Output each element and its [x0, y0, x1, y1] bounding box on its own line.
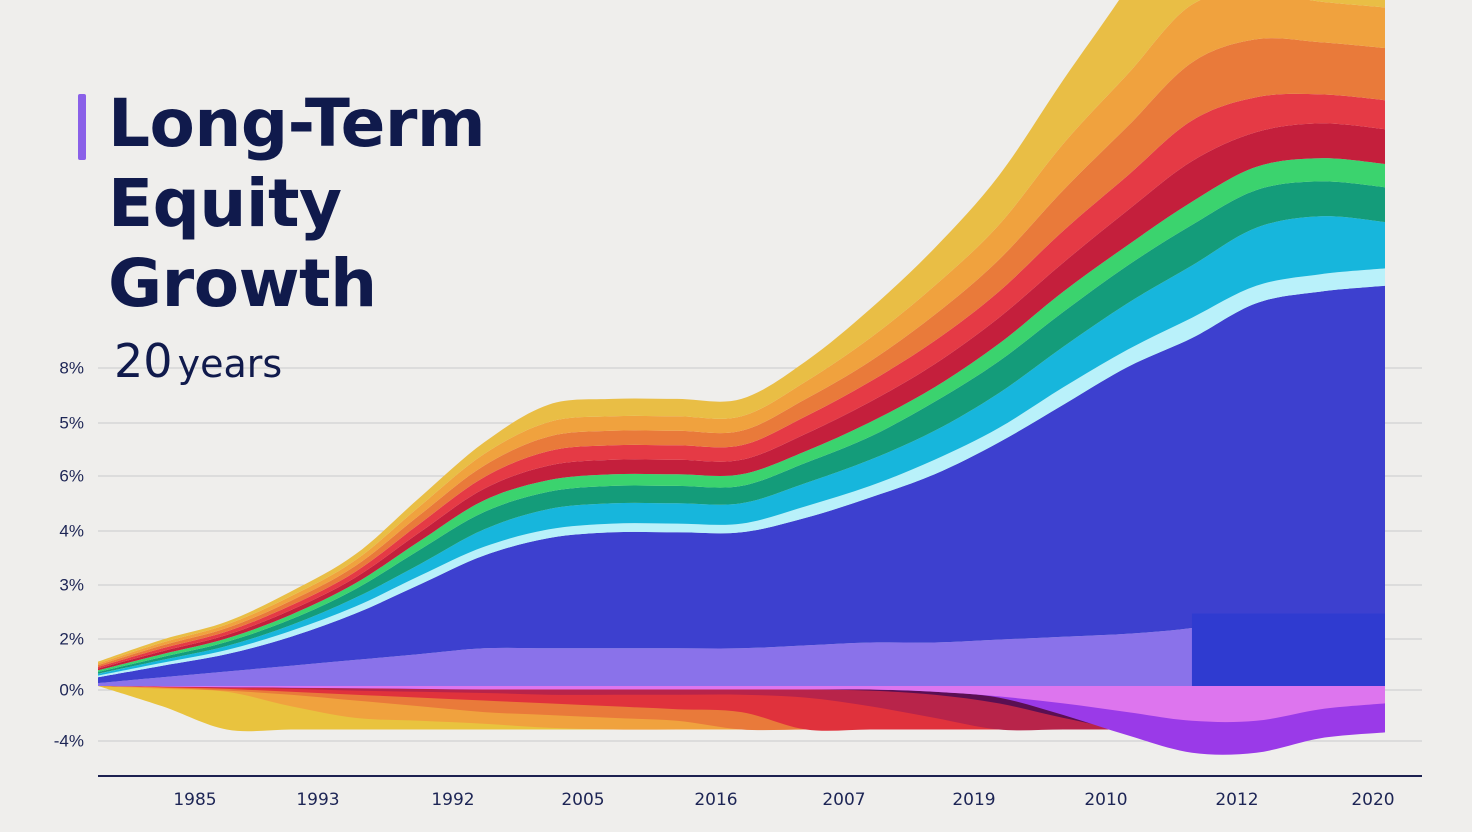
upper-series-area: [98, 158, 1385, 673]
x-tick-label: 1985: [173, 790, 216, 810]
y-tick-label: -4%: [54, 732, 84, 751]
x-tick-label: 1993: [296, 790, 339, 810]
y-tick-label: 6%: [59, 467, 84, 486]
subtitle-word: years: [177, 342, 283, 386]
y-tick-label: 4%: [59, 522, 84, 541]
x-axis-ticks: 1985 1993 1992 2005 2016 2007 2019 2010 2012 2020: [173, 790, 1394, 810]
title-accent-bar: [78, 94, 86, 160]
upper-series-area: [98, 216, 1385, 676]
y-tick-label: 2%: [59, 630, 84, 649]
upper-stream-areas: [98, 0, 1385, 686]
purple-band-area: [98, 615, 1385, 686]
upper-series-area: [98, 0, 1385, 666]
upper-series-area: [98, 93, 1385, 669]
x-tick-label: 2019: [952, 790, 995, 810]
subtitle-number: 20: [114, 334, 173, 388]
upper-series-area: [98, 123, 1385, 671]
chart-subtitle: 20 years: [114, 334, 282, 388]
upper-series-area: [98, 285, 1385, 684]
upper-series-area: [98, 181, 1385, 674]
y-axis-ticks: 8% 5% 6% 4% 3% 2% 0% -4%: [54, 359, 84, 751]
y-tick-label: 3%: [59, 576, 84, 595]
y-tick-label: 8%: [59, 359, 84, 378]
x-tick-label: 2010: [1084, 790, 1127, 810]
lower-stream-areas: [98, 686, 1385, 755]
y-tick-label: 0%: [59, 681, 84, 700]
x-tick-label: 2005: [561, 790, 604, 810]
lower-series-area: [98, 686, 1385, 723]
chart-title: Long-Term Equity Growth: [108, 85, 486, 322]
x-tick-label: 1992: [431, 790, 474, 810]
blue-wedge-area: [1191, 613, 1385, 686]
x-tick-label: 2016: [694, 790, 737, 810]
upper-series-area: [98, 38, 1385, 667]
upper-series-area: [98, 0, 1385, 664]
y-tick-label: 5%: [59, 414, 84, 433]
x-tick-label: 2020: [1351, 790, 1394, 810]
x-tick-label: 2007: [822, 790, 865, 810]
x-tick-label: 2012: [1215, 790, 1258, 810]
